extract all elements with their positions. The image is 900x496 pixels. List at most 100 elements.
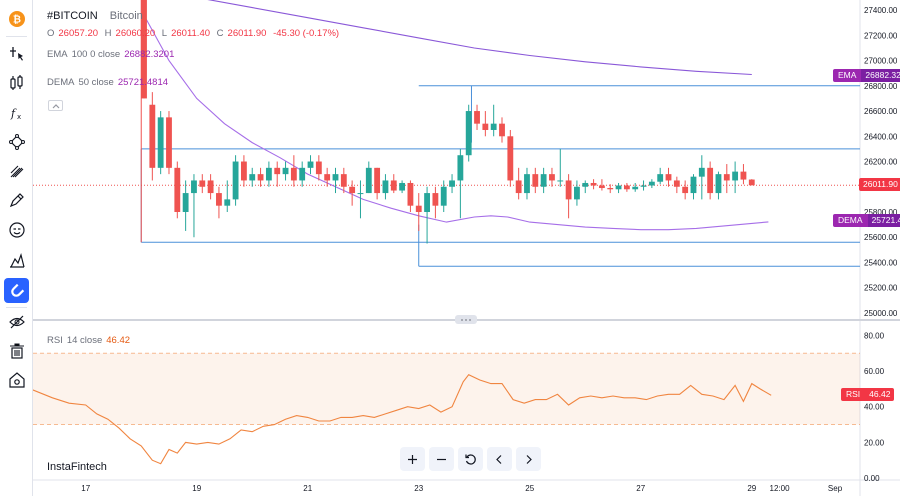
remove-drawings-icon xyxy=(9,342,24,359)
symbol-description: Bitcoin xyxy=(109,10,143,22)
candle-body xyxy=(707,167,714,194)
candle-body xyxy=(257,174,264,181)
high-label: H xyxy=(104,28,112,39)
symbol-legend: #BITCOIN Bitcoin xyxy=(47,10,147,23)
candle-body xyxy=(191,180,197,194)
brush-tool[interactable] xyxy=(4,158,29,183)
magnet-icon xyxy=(10,283,24,297)
magnet-tool[interactable] xyxy=(4,278,29,303)
candle-body xyxy=(723,174,730,181)
low-value: 26011.40 xyxy=(171,28,211,39)
lock-drawings-icon xyxy=(8,371,25,388)
candle-body xyxy=(524,174,530,194)
candle-body xyxy=(365,167,372,194)
open-value: 26057.20 xyxy=(58,28,99,39)
dema-legend[interactable]: DEMA 50 close 25721.4814 xyxy=(47,77,172,89)
legend-collapse-button[interactable] xyxy=(48,100,63,111)
trend-line-tool[interactable] xyxy=(4,70,29,95)
candle-body xyxy=(249,174,256,181)
close-label: C xyxy=(216,28,224,39)
rsi-price-tag: RSI 46.42 xyxy=(841,388,895,401)
candle-body xyxy=(515,180,522,194)
candle-body xyxy=(207,180,214,194)
chart-canvas[interactable]: 27400.00 27200.00 27000.00 26800.00 26600.00… xyxy=(33,0,900,496)
pattern-tool[interactable] xyxy=(4,129,29,154)
time-axis-tick-label: 23 xyxy=(414,484,423,493)
zoom-in-button[interactable] xyxy=(400,447,425,471)
time-axis-tick-label: 19 xyxy=(192,484,201,493)
dema-params: 50 close xyxy=(78,77,114,88)
emoji-icon xyxy=(8,221,25,238)
price-axis-tick-label: 26200.00 xyxy=(864,158,898,167)
candle-body xyxy=(182,193,189,212)
time-axis-tick-label: 27 xyxy=(636,484,645,493)
candle-body xyxy=(482,123,489,130)
chart-area[interactable]: 27400.00 27200.00 27000.00 26800.00 26600.00… xyxy=(33,0,900,496)
price-axis-tick-label: 25600.00 xyxy=(864,233,898,242)
price-axis-tick-label: 26600.00 xyxy=(864,107,898,116)
symbol-name[interactable]: #BITCOIN xyxy=(47,10,98,22)
rsi-params: 14 close xyxy=(66,335,103,346)
scroll-left-button[interactable] xyxy=(487,447,512,471)
symbol-logo[interactable]: ₿ xyxy=(4,6,29,31)
price-axis-tick-label: 25000.00 xyxy=(864,309,898,318)
rsi-axis-tick-label: 60.00 xyxy=(864,367,885,376)
pattern-icon xyxy=(8,133,25,150)
ema-value: 26882.3201 xyxy=(124,49,175,60)
toolbar-divider xyxy=(6,307,27,308)
range-box-secondary xyxy=(418,85,860,267)
ema-line xyxy=(207,0,752,76)
open-label: O xyxy=(47,28,55,39)
candle-body xyxy=(449,180,455,187)
candle-body xyxy=(607,188,614,190)
candle-body xyxy=(265,167,272,181)
candle-body xyxy=(349,186,356,194)
remove-drawings-tool[interactable] xyxy=(4,338,29,363)
rsi-axis-tick-label: 0.00 xyxy=(864,474,880,483)
crosshair-tool[interactable] xyxy=(4,40,29,65)
cursor-crosshair-icon xyxy=(9,46,23,61)
time-axis-tick-label: Sep xyxy=(828,484,843,493)
candle-body xyxy=(141,0,147,99)
change-value: -45.30 (-0.17%) xyxy=(273,28,340,39)
candle-body xyxy=(474,111,480,124)
candle-body xyxy=(598,185,605,189)
candle-body xyxy=(565,180,572,200)
candle-body xyxy=(166,117,172,168)
rsi-axis-tick-label: 80.00 xyxy=(864,331,885,340)
ruler-tool[interactable] xyxy=(4,248,29,273)
candle-body xyxy=(307,161,314,168)
ema-legend[interactable]: EMA 100 0 close 26882.3201 xyxy=(47,49,178,61)
dema-label: DEMA xyxy=(47,77,75,88)
hide-drawings-tool[interactable] xyxy=(4,309,29,334)
candle-body xyxy=(399,182,406,191)
lock-drawings-tool[interactable] xyxy=(4,367,29,392)
candle-body xyxy=(682,186,689,194)
annotation-tool[interactable] xyxy=(4,187,29,212)
candle-body xyxy=(199,180,206,187)
pane-resize-handle[interactable] xyxy=(455,315,477,324)
candle-body xyxy=(615,185,622,190)
price-axis-tick-label: 27000.00 xyxy=(864,57,898,66)
close-value: 26011.90 xyxy=(227,28,267,39)
dema-price-tag: DEMA 25721.48 xyxy=(833,214,900,227)
bitcoin-logo-icon: ₿ xyxy=(8,10,25,27)
zoom-out-button[interactable] xyxy=(429,447,454,471)
zoom-out-icon xyxy=(437,458,446,460)
candle-body xyxy=(424,193,430,212)
candle-body xyxy=(740,171,747,180)
rsi-band xyxy=(33,353,860,425)
emoji-tool[interactable] xyxy=(4,217,29,242)
rsi-legend[interactable]: RSI 14 close 46.42 xyxy=(47,335,134,347)
high-value: 26060.20 xyxy=(115,28,156,39)
candle-body xyxy=(632,186,639,190)
candle-body xyxy=(282,167,289,175)
reset-chart-button[interactable] xyxy=(458,447,483,471)
scroll-right-button[interactable] xyxy=(516,447,541,471)
candle-body xyxy=(698,167,705,177)
scroll-right-icon xyxy=(526,454,532,464)
candle-body xyxy=(224,199,231,206)
